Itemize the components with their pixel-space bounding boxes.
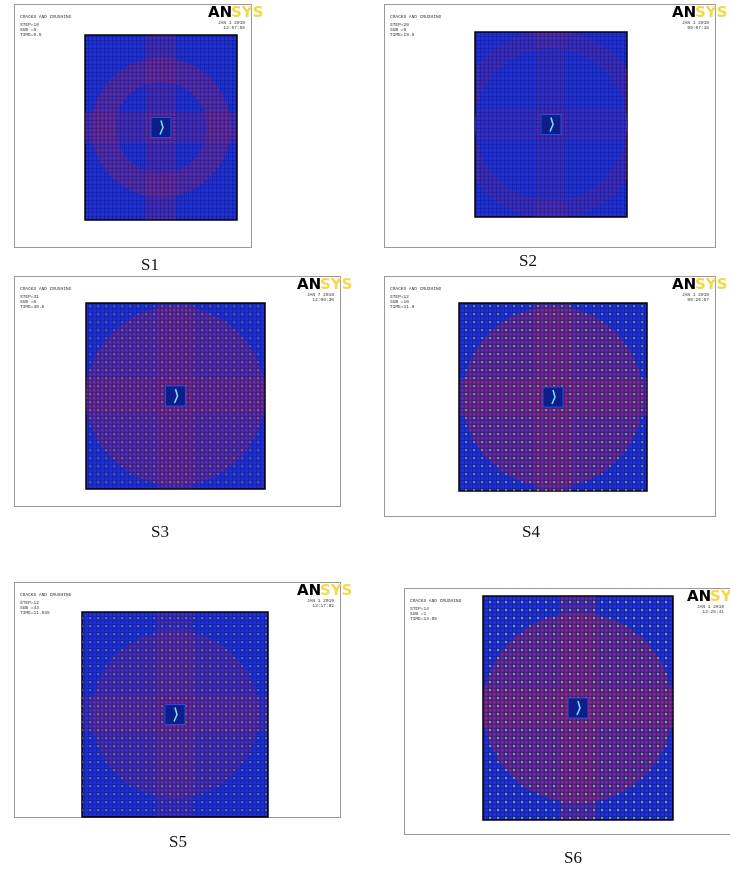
logo-sys: SYS — [695, 3, 727, 21]
logo-an: AN — [672, 3, 696, 21]
logo-an: AN — [208, 3, 232, 21]
time-label: TIME=11.935 — [20, 610, 50, 616]
logo-sys: SYS — [231, 3, 263, 21]
plot-title: CRACKS AND CRUSHING — [390, 14, 442, 20]
figure: CRACKS AND CRUSHINGSTEP=10SUB =5TIME=9.5… — [0, 0, 730, 879]
clock-label: 13:17:02 — [312, 603, 334, 609]
plot-title: CRACKS AND CRUSHING — [20, 592, 72, 598]
plot-title: CRACKS AND CRUSHING — [390, 286, 442, 292]
clock-label: 12:57:55 — [223, 25, 245, 31]
time-label: TIME=9.5 — [20, 32, 42, 38]
time-label: TIME=11.9 — [390, 304, 415, 310]
clock-label: 09:07:15 — [687, 25, 709, 31]
plot-title: CRACKS AND CRUSHING — [410, 598, 462, 604]
time-label: TIME=13.05 — [410, 616, 437, 622]
caption: S2 — [519, 251, 537, 270]
clock-label: 09:26:57 — [687, 297, 709, 303]
time-label: TIME=30.5 — [20, 304, 45, 310]
time-label: TIME=19.9 — [390, 32, 415, 38]
caption: S6 — [564, 848, 582, 867]
logo-an: AN — [297, 275, 321, 293]
logo-an: AN — [297, 581, 321, 599]
clock-label: 12:09:36 — [312, 297, 334, 303]
logo-sys: SYS — [320, 275, 352, 293]
logo-an: AN — [672, 275, 696, 293]
plot-title: CRACKS AND CRUSHING — [20, 14, 72, 20]
clock-label: 13:25:41 — [702, 609, 724, 615]
caption: S1 — [141, 255, 159, 274]
caption: S3 — [151, 522, 169, 541]
logo-sys: SYS — [320, 581, 352, 599]
logo-sys: SYS — [710, 587, 730, 605]
plot-title: CRACKS AND CRUSHING — [20, 286, 72, 292]
logo-an: AN — [687, 587, 711, 605]
caption: S5 — [169, 832, 187, 851]
logo-sys: SYS — [695, 275, 727, 293]
caption: S4 — [522, 522, 540, 541]
